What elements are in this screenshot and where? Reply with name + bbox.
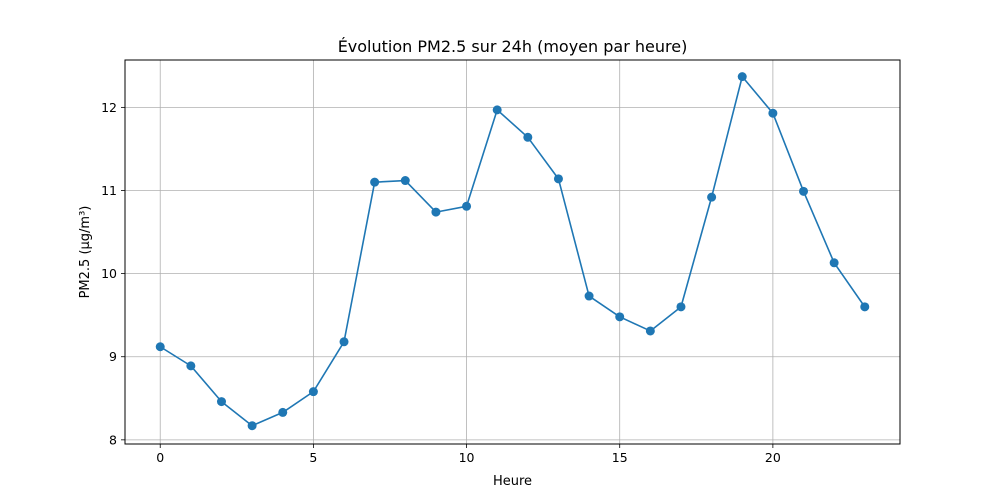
data-point xyxy=(186,361,196,371)
data-point xyxy=(247,421,257,431)
x-tick-label: 15 xyxy=(612,450,628,465)
data-point xyxy=(492,105,502,115)
data-point xyxy=(676,302,686,312)
data-point xyxy=(339,337,349,347)
grid-lines xyxy=(125,60,900,444)
data-point xyxy=(645,326,655,336)
data-point xyxy=(462,201,472,211)
data-point xyxy=(370,177,380,187)
data-point xyxy=(308,387,318,397)
y-tick-label: 10 xyxy=(101,266,117,281)
data-point xyxy=(523,132,533,142)
x-tick-label: 0 xyxy=(156,450,164,465)
y-tick-label: 9 xyxy=(109,349,117,364)
x-tick-label: 10 xyxy=(459,450,475,465)
data-point xyxy=(707,192,717,202)
y-axis-label: PM2.5 (µg/m³) xyxy=(78,206,93,299)
y-tick-label: 8 xyxy=(109,432,117,447)
data-point xyxy=(431,207,441,217)
data-point xyxy=(829,258,839,268)
data-point xyxy=(155,342,165,352)
data-point xyxy=(216,397,226,407)
y-tick-label: 12 xyxy=(101,100,117,115)
plot-area-frame xyxy=(124,59,901,445)
x-tick-label: 20 xyxy=(765,450,781,465)
series-line xyxy=(159,75,866,427)
x-axis-label: Heure xyxy=(493,474,532,489)
chart-title: Évolution PM2.5 sur 24h (moyen par heure… xyxy=(338,37,688,56)
data-point xyxy=(584,291,594,301)
data-point xyxy=(615,312,625,322)
data-point xyxy=(860,302,870,312)
data-point xyxy=(737,72,747,82)
data-point xyxy=(768,108,778,118)
data-point xyxy=(400,176,410,186)
data-point xyxy=(553,174,563,184)
series-layer xyxy=(155,72,870,431)
data-point xyxy=(799,186,809,196)
x-tick-label: 5 xyxy=(309,450,317,465)
data-point xyxy=(278,407,288,417)
axis-ticks: 0 5 10 15 20 8 9 10 11 12 xyxy=(101,100,781,465)
y-tick-label: 11 xyxy=(101,183,117,198)
